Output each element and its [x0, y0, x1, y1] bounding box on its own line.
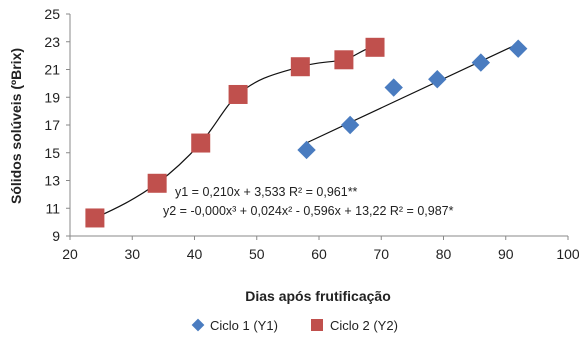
data-point-series-1: [509, 39, 528, 58]
legend-label-ciclo-2: Ciclo 2 (Y2): [330, 318, 398, 333]
x-axis-ticks: 20 30 40 50 60 70 80 90 100: [62, 236, 579, 262]
data-point-series-2: [147, 173, 167, 193]
x-tick-label: 80: [436, 246, 452, 262]
data-point-series-2: [290, 57, 310, 77]
y-tick-label: 13: [44, 173, 60, 189]
x-tick-label: 100: [556, 246, 579, 262]
x-tick-label: 60: [311, 246, 327, 262]
x-tick-label: 50: [249, 246, 265, 262]
x-tick-label: 40: [187, 246, 203, 262]
x-tick-label: 90: [498, 246, 514, 262]
annotation-equation-y2: y2 = -0,000x³ + 0,024x² - 0,596x + 13,22…: [163, 204, 454, 218]
y-tick-label: 25: [44, 6, 60, 22]
x-axis-title: Dias após frutificação: [245, 288, 391, 304]
data-point-series-1: [471, 53, 491, 72]
legend: Ciclo 1 (Y1) Ciclo 2 (Y2): [191, 318, 398, 333]
y-tick-label: 15: [44, 145, 60, 161]
legend-item-ciclo-2: Ciclo 2 (Y2): [311, 318, 398, 333]
legend-marker-diamond: [191, 318, 205, 332]
legend-label-ciclo-1: Ciclo 1 (Y1): [210, 318, 278, 333]
data-point-series-2: [334, 50, 354, 70]
data-point-series-2: [228, 84, 248, 104]
y-tick-label: 17: [44, 117, 60, 133]
data-point-series-1: [384, 78, 403, 97]
y-tick-label: 11: [45, 200, 60, 216]
y-axis-ticks: 9 11 13 15 17 19 21 23 25: [44, 6, 70, 244]
data-points: [85, 37, 528, 228]
data-point-series-2: [85, 208, 105, 228]
y-tick-label: 21: [44, 62, 60, 78]
legend-item-ciclo-1: Ciclo 1 (Y1): [191, 318, 278, 333]
legend-marker-square: [311, 319, 323, 331]
x-tick-label: 30: [124, 246, 140, 262]
annotation-equation-y1: y1 = 0,210x + 3,533 R² = 0,961**: [175, 185, 358, 199]
x-tick-label: 20: [62, 246, 78, 262]
y-tick-label: 19: [44, 89, 60, 105]
data-point-series-1: [340, 115, 360, 135]
data-point-series-2: [191, 133, 211, 153]
x-tick-label: 70: [373, 246, 389, 262]
plot-area: 20 30 40 50 60 70 80 90 100 9 11 13 15 17 19 21 23 25: [44, 6, 579, 262]
y-axis-title: Sólidos solúveis (ºBrix): [8, 48, 24, 204]
y-tick-label: 9: [52, 228, 60, 244]
y-tick-label: 23: [44, 34, 60, 50]
data-point-series-2: [365, 37, 385, 57]
data-point-series-1: [428, 70, 447, 89]
data-point-series-1: [297, 140, 316, 160]
